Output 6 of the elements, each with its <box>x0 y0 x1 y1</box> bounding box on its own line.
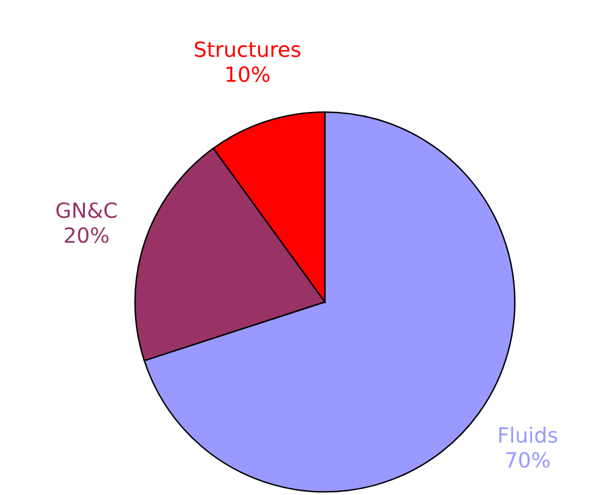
data-label: 70% <box>506 452 550 468</box>
slice-label: Fluids <box>499 426 558 443</box>
slice-label: GN&C <box>56 202 117 218</box>
data-label: 20% <box>64 227 109 243</box>
data-label: 10% <box>226 66 270 82</box>
slice-label: Structures <box>194 41 300 58</box>
